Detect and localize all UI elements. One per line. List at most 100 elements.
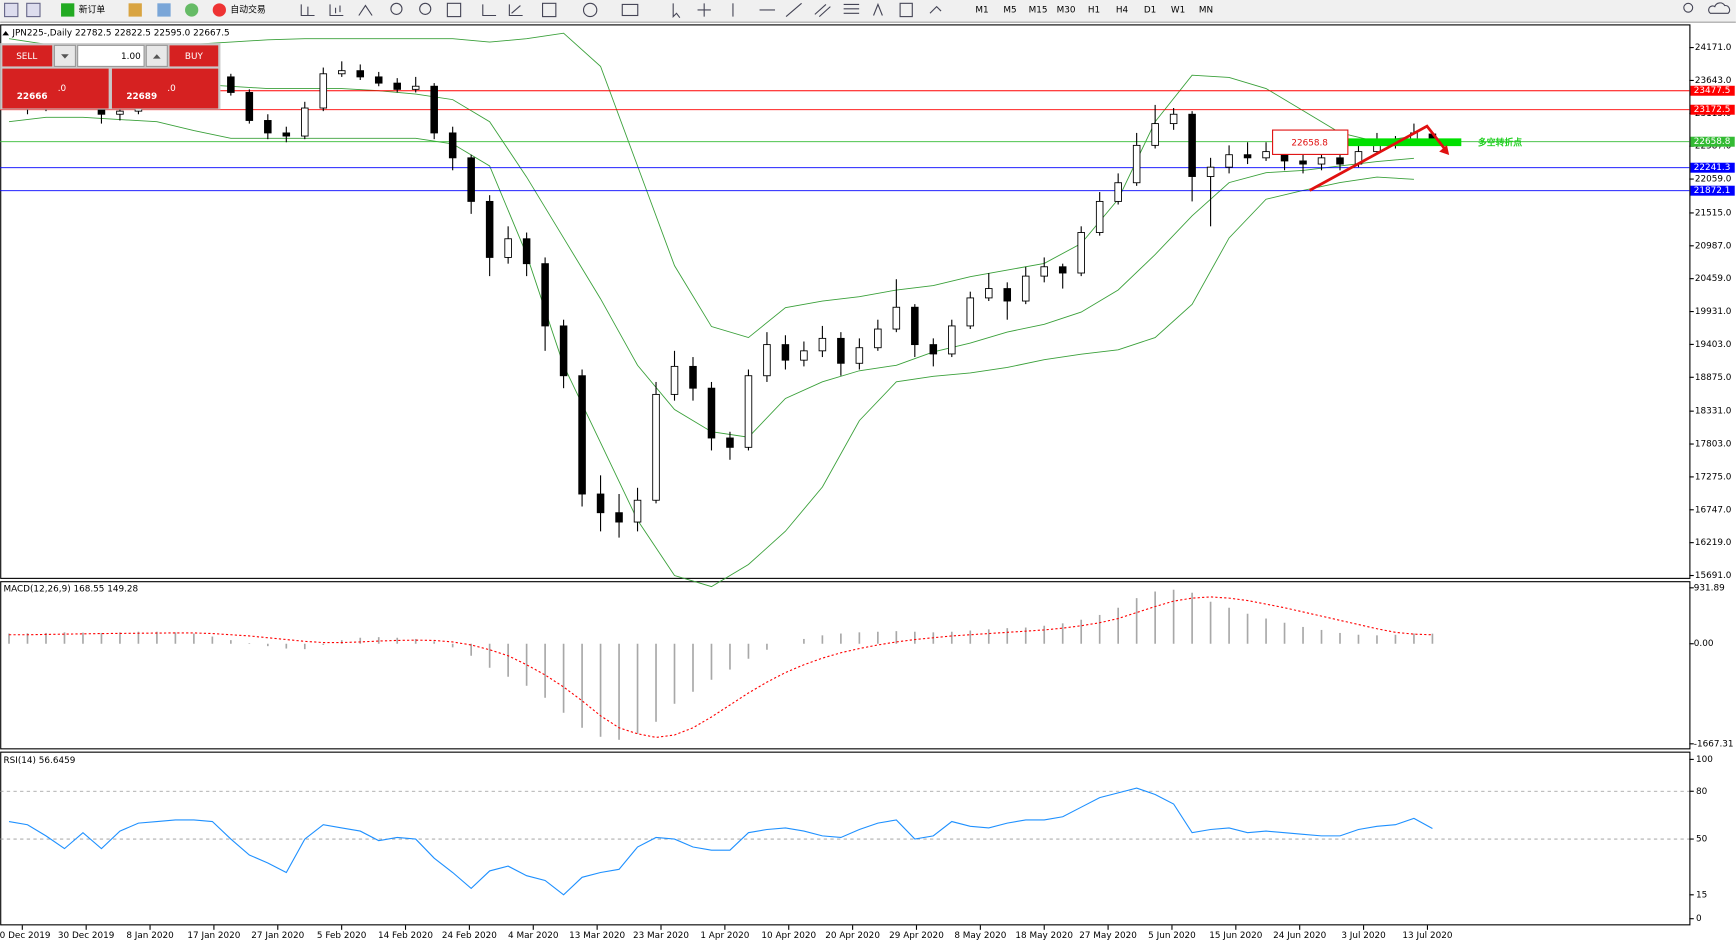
toolbar-icon[interactable] xyxy=(128,3,142,17)
toolbar-icon[interactable] xyxy=(157,3,171,17)
bollinger-lower xyxy=(8,116,1414,588)
y-tick-label: 17275.0 xyxy=(1695,472,1732,482)
cloud-icon[interactable] xyxy=(1708,2,1731,14)
candle-body xyxy=(1003,288,1012,302)
sell-price-box[interactable] xyxy=(2,68,109,109)
toolbar-icon[interactable] xyxy=(329,4,344,17)
macd-pane xyxy=(0,581,1691,750)
candle-body xyxy=(1095,200,1104,233)
price-pane xyxy=(0,24,1691,579)
auto-trading-icon[interactable] xyxy=(212,3,226,17)
candle-body xyxy=(985,288,993,299)
timeframe-button[interactable]: H4 xyxy=(1116,5,1129,15)
text-icon[interactable] xyxy=(873,2,883,16)
x-tick-label: 13 Mar 2020 xyxy=(569,931,625,941)
level-label-bg xyxy=(1690,85,1735,96)
y-tick-label: 16219.0 xyxy=(1695,538,1732,548)
y-tick-label: 16747.0 xyxy=(1695,505,1732,515)
toolbar-icon[interactable] xyxy=(508,4,523,17)
y-tick-label: 19403.0 xyxy=(1695,340,1732,350)
trendline-icon[interactable] xyxy=(785,2,802,18)
toolbar-icon[interactable] xyxy=(482,4,497,17)
y-tick-label: 15691.0 xyxy=(1695,571,1732,581)
toolbar-icon[interactable] xyxy=(621,3,639,17)
sell-price[interactable]: 22666 xyxy=(17,92,48,102)
auto-trading-button[interactable]: 自动交易 xyxy=(230,3,265,15)
buy-price-big[interactable]: .0 xyxy=(167,84,176,94)
zoom-in-icon[interactable] xyxy=(390,2,403,15)
candle-body xyxy=(800,350,808,361)
candle-body xyxy=(301,107,309,137)
buy-price-box[interactable] xyxy=(111,68,219,109)
crosshair-icon[interactable] xyxy=(697,3,711,17)
candle-body xyxy=(855,347,864,364)
toolbar-icon[interactable] xyxy=(300,4,315,17)
new-order-icon[interactable] xyxy=(61,3,75,17)
annotation-group: 22658.8 多空转折点 xyxy=(1272,124,1522,192)
sell-label[interactable]: SELL xyxy=(16,52,37,62)
timeframe-button[interactable]: MN xyxy=(1199,5,1213,15)
candle-body xyxy=(911,306,919,346)
channel-icon[interactable] xyxy=(814,4,831,18)
new-order-button[interactable]: 新订单 xyxy=(79,3,106,15)
y-tick-label: 17803.0 xyxy=(1695,440,1732,450)
candle-body xyxy=(504,238,512,258)
y-tick-label: -1667.31 xyxy=(1694,739,1734,749)
timeframe-button[interactable]: M5 xyxy=(1003,5,1016,15)
x-tick-label: 23 Mar 2020 xyxy=(633,931,689,941)
toolbar-icon[interactable] xyxy=(582,2,598,18)
buy-label[interactable]: BUY xyxy=(185,52,204,62)
candle-body xyxy=(1317,157,1326,165)
chart-header: JPN225-,Daily 22782.5 22822.5 22595.0 22… xyxy=(11,29,229,39)
toolbar-icon[interactable] xyxy=(185,3,199,17)
candle-body xyxy=(374,76,383,84)
label-icon[interactable] xyxy=(899,2,913,18)
timeframe-button[interactable]: M1 xyxy=(975,5,988,15)
arrows-icon[interactable] xyxy=(929,5,942,14)
candle-body xyxy=(1262,151,1270,159)
x-tick-label: 27 Jan 2020 xyxy=(251,931,304,941)
timeframe-button[interactable]: W1 xyxy=(1171,5,1185,15)
timeframe-button[interactable]: M15 xyxy=(1029,5,1048,15)
buy-price[interactable]: 22689 xyxy=(126,92,157,102)
search-icon[interactable] xyxy=(1683,2,1694,13)
toolbar-icon[interactable] xyxy=(358,4,373,16)
x-tick-label: 20 Apr 2020 xyxy=(825,931,880,941)
toolbar-icon[interactable] xyxy=(446,2,462,18)
candle-body xyxy=(1040,266,1048,277)
level-label: 23477.5 xyxy=(1694,86,1731,96)
y-tick-label: 0.00 xyxy=(1694,639,1714,649)
sell-price-big[interactable]: .0 xyxy=(58,84,67,94)
buy-button[interactable] xyxy=(169,45,219,67)
candle-body xyxy=(652,393,660,501)
timeframe-button[interactable]: H1 xyxy=(1088,5,1100,15)
timeframe-button[interactable]: D1 xyxy=(1144,5,1156,15)
candle-body xyxy=(707,387,716,439)
candle-body xyxy=(1058,266,1067,274)
x-tick-label: 10 Apr 2020 xyxy=(761,931,816,941)
toolbar-icon[interactable] xyxy=(542,2,557,18)
x-tick-label: 18 May 2020 xyxy=(1015,931,1073,941)
x-tick-label: 29 Apr 2020 xyxy=(889,931,944,941)
arrow-icon xyxy=(152,54,161,59)
volume-input[interactable] xyxy=(77,44,145,67)
candle-body xyxy=(1114,182,1122,202)
toolbar-icon[interactable] xyxy=(26,2,41,18)
candle-body xyxy=(837,337,845,364)
y-tick-label: 21515.0 xyxy=(1695,208,1732,218)
timeframe-button[interactable]: M30 xyxy=(1057,5,1076,15)
rsi-label: RSI(14) 56.6459 xyxy=(3,756,75,766)
volume-value[interactable]: 1.00 xyxy=(121,52,141,62)
zoom-out-icon[interactable] xyxy=(419,2,432,15)
fibo-icon[interactable] xyxy=(843,3,860,14)
x-tick-label: 30 Dec 2019 xyxy=(58,931,114,941)
candle-body xyxy=(1299,160,1307,165)
candle-body xyxy=(966,297,975,327)
sell-button[interactable] xyxy=(2,45,53,67)
toolbar-icon[interactable] xyxy=(4,2,19,18)
rsi-pane xyxy=(0,751,1691,926)
cursor-icon[interactable] xyxy=(672,3,681,19)
y-tick-label: 20987.0 xyxy=(1695,241,1732,251)
level-label-bg xyxy=(1690,136,1735,147)
